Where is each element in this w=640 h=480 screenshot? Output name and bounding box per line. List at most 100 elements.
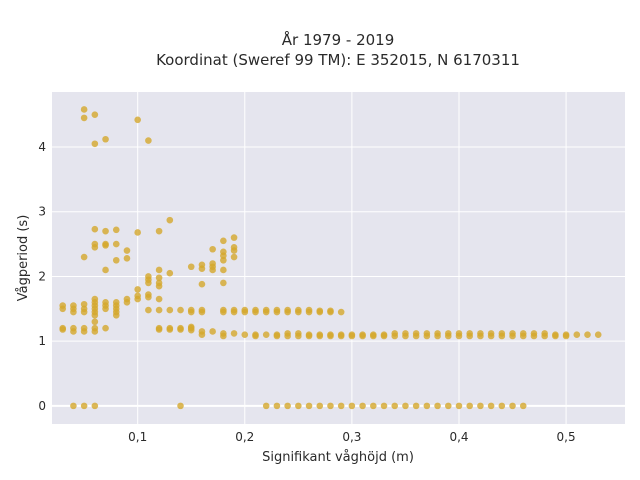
data-point — [102, 305, 109, 313]
x-tick-label: 0,5 — [557, 430, 576, 444]
data-point — [295, 332, 302, 340]
data-point — [166, 269, 174, 277]
data-point — [455, 402, 463, 410]
data-point — [59, 326, 67, 333]
data-point — [209, 266, 216, 274]
data-point — [102, 324, 109, 332]
y-axis-title: Vågperiod (s) — [16, 215, 31, 302]
data-point — [80, 402, 88, 410]
data-point — [434, 332, 441, 340]
data-point — [220, 308, 227, 316]
data-point — [187, 308, 195, 316]
data-point — [102, 227, 109, 235]
data-point — [305, 308, 313, 316]
data-point — [412, 402, 420, 410]
data-point — [252, 332, 259, 340]
data-point — [177, 326, 184, 333]
chart-title-line1: År 1979 - 2019 — [282, 30, 395, 49]
x-axis-title: Signifikant våghöjd (m) — [262, 450, 414, 465]
data-point — [380, 402, 388, 410]
data-point — [198, 280, 206, 288]
data-point — [80, 106, 88, 113]
data-point — [444, 402, 452, 410]
data-point — [230, 234, 238, 241]
data-point — [134, 286, 141, 293]
data-point — [509, 332, 516, 340]
data-point — [498, 332, 506, 340]
y-axis-ticks: 0 1 2 3 4 — [38, 140, 46, 413]
data-point — [337, 308, 345, 316]
data-point — [230, 330, 238, 337]
data-point — [187, 326, 195, 334]
x-tick-label: 0,4 — [449, 430, 468, 444]
data-point — [112, 256, 120, 264]
data-point — [59, 305, 67, 313]
data-point — [91, 140, 99, 148]
data-point — [220, 279, 227, 287]
data-point — [155, 227, 163, 235]
data-point — [423, 402, 431, 410]
data-point — [327, 332, 334, 340]
data-point — [262, 331, 270, 338]
data-point — [145, 306, 152, 314]
data-point — [423, 332, 431, 340]
data-point — [155, 306, 163, 314]
data-point — [230, 253, 238, 261]
y-tick-label: 3 — [38, 205, 46, 219]
data-point — [112, 311, 120, 319]
data-point — [284, 308, 291, 316]
data-point — [562, 332, 570, 340]
data-point — [155, 295, 163, 303]
data-point — [316, 332, 324, 340]
data-points — [59, 106, 602, 410]
data-point — [273, 332, 281, 340]
data-point — [466, 332, 474, 340]
data-point — [348, 402, 356, 410]
data-point — [155, 326, 163, 333]
data-point — [112, 226, 120, 234]
data-point — [91, 311, 99, 319]
y-tick-label: 2 — [38, 269, 46, 283]
data-point — [541, 332, 548, 340]
data-point — [198, 265, 206, 272]
data-point — [477, 402, 484, 410]
data-point — [91, 328, 99, 335]
data-point — [455, 332, 463, 340]
data-point — [273, 308, 281, 316]
data-point — [230, 308, 238, 316]
data-point — [337, 332, 345, 340]
data-point — [134, 116, 141, 124]
data-point — [91, 244, 99, 251]
data-point — [519, 332, 527, 340]
data-point — [155, 282, 163, 290]
data-point — [230, 247, 238, 254]
data-point — [316, 402, 324, 410]
data-point — [134, 229, 141, 236]
data-point — [102, 135, 109, 143]
data-point — [80, 253, 88, 261]
data-point — [145, 137, 152, 144]
data-point — [391, 402, 399, 410]
x-tick-label: 0,2 — [235, 430, 254, 444]
data-point — [295, 402, 302, 410]
data-point — [209, 328, 216, 335]
data-point — [123, 255, 131, 262]
data-point — [552, 332, 559, 340]
data-point — [145, 279, 152, 287]
x-axis-ticks: 0,1 0,2 0,3 0,4 0,5 — [128, 430, 576, 444]
data-point — [91, 318, 99, 326]
data-point — [80, 300, 88, 308]
data-point — [305, 402, 313, 410]
data-point — [273, 402, 281, 410]
data-point — [530, 332, 538, 340]
x-tick-label: 0,1 — [128, 430, 147, 444]
data-point — [177, 306, 184, 314]
data-point — [594, 331, 602, 338]
data-point — [391, 332, 399, 340]
data-point — [402, 332, 409, 340]
data-point — [123, 247, 131, 254]
data-point — [412, 332, 420, 340]
data-point — [305, 332, 313, 340]
data-point — [316, 308, 324, 316]
